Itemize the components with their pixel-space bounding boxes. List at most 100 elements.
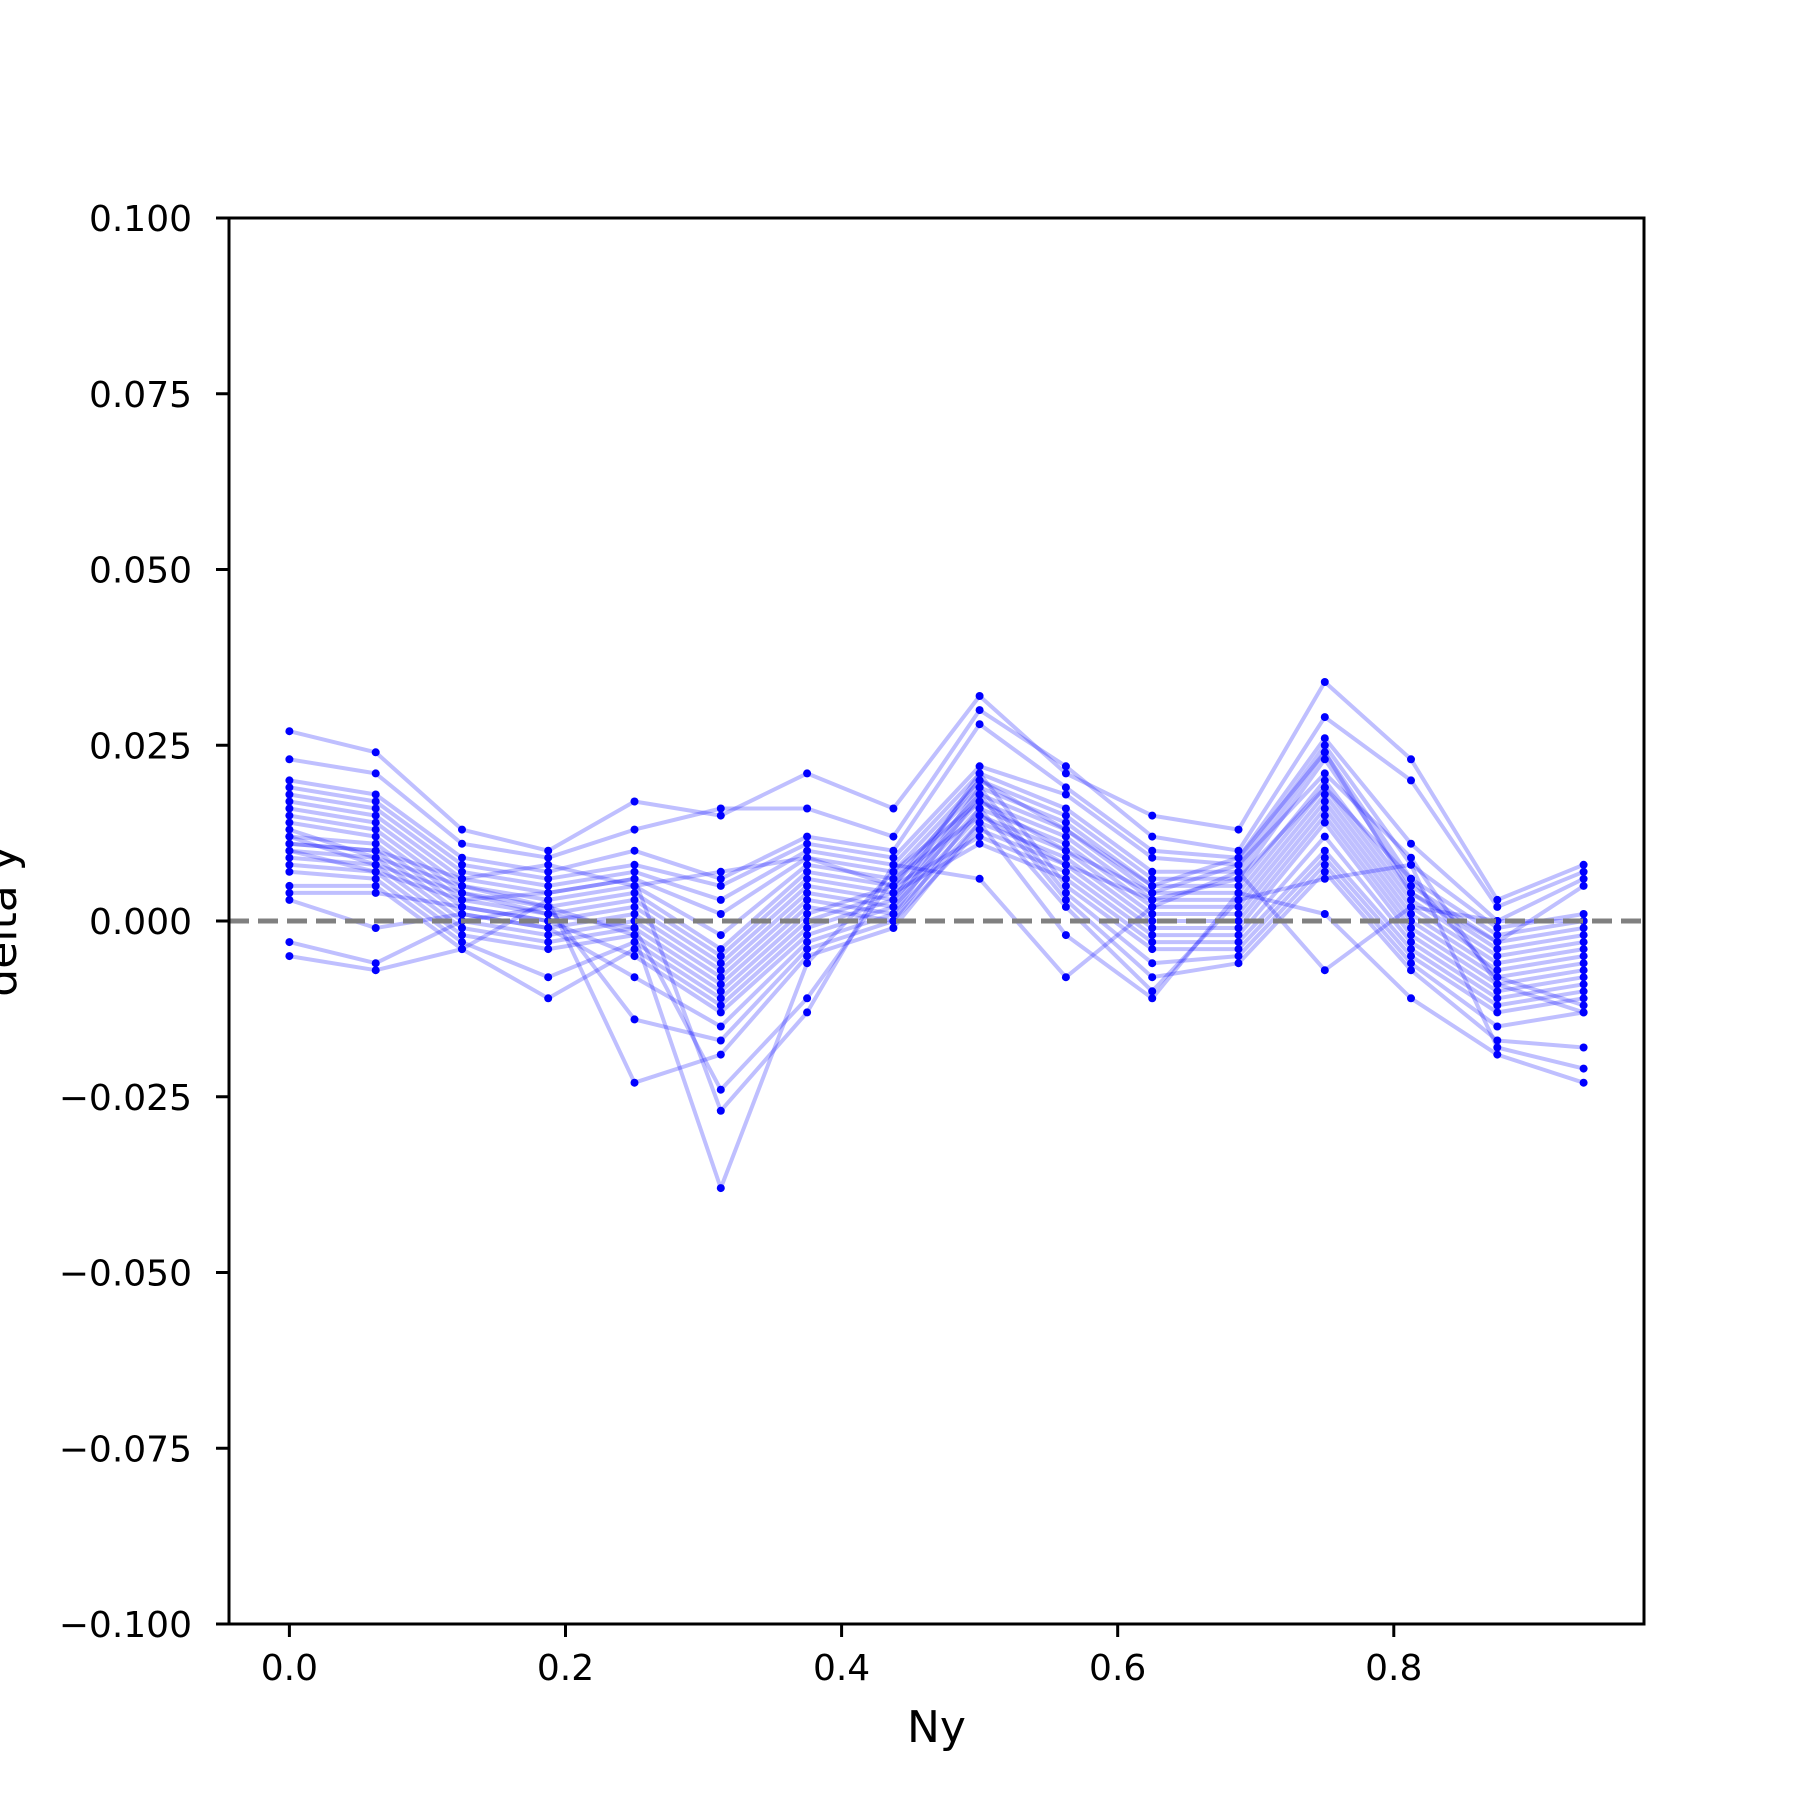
- data-point: [630, 1015, 639, 1024]
- data-point: [630, 931, 639, 940]
- data-point: [1320, 832, 1329, 841]
- y-axis: 0.100 0.075 0.050 0.025 0.000 −0.025 −0.050 −0.…: [59, 199, 229, 1646]
- data-point: [544, 994, 553, 1003]
- data-point: [1579, 867, 1588, 876]
- data-point: [1320, 811, 1329, 820]
- data-point: [371, 818, 380, 827]
- data-point: [1320, 910, 1329, 918]
- data-point: [630, 952, 639, 961]
- data-point: [1234, 874, 1243, 883]
- data-point: [1148, 959, 1157, 968]
- data-point: [1579, 945, 1588, 954]
- data-point: [1234, 938, 1243, 947]
- data-point: [1061, 818, 1070, 827]
- data-point: [716, 994, 725, 1003]
- data-point: [1579, 924, 1588, 932]
- x-tick-label: 0.0: [261, 1648, 318, 1689]
- data-point: [975, 706, 984, 715]
- data-point: [1407, 924, 1415, 932]
- data-point: [544, 924, 553, 932]
- data-point: [1493, 1008, 1502, 1017]
- data-point: [1061, 790, 1070, 799]
- data-point: [1407, 776, 1415, 785]
- data-point: [285, 832, 294, 841]
- data-point: [716, 1001, 725, 1010]
- data-point: [975, 790, 984, 799]
- x-tick-label: 0.2: [537, 1648, 594, 1689]
- data-point: [630, 902, 639, 911]
- data-point: [716, 987, 725, 996]
- data-point: [1320, 860, 1329, 869]
- data-point: [630, 846, 639, 855]
- data-point: [1579, 973, 1588, 982]
- data-point: [1320, 755, 1329, 764]
- data-point: [889, 924, 898, 932]
- data-point: [975, 776, 984, 785]
- data-point: [1061, 853, 1070, 862]
- data-point: [371, 881, 380, 890]
- data-point: [630, 860, 639, 869]
- data-point: [1061, 825, 1070, 834]
- data-point: [1234, 902, 1243, 911]
- data-point: [285, 804, 294, 813]
- data-point: [1061, 860, 1070, 869]
- data-point: [1320, 741, 1329, 750]
- data-point: [1493, 945, 1502, 954]
- data-point: [458, 888, 466, 897]
- data-point: [716, 881, 725, 890]
- data-point: [1061, 867, 1070, 876]
- data-point: [371, 860, 380, 869]
- data-point: [1061, 783, 1070, 792]
- data-point: [1061, 902, 1070, 911]
- series-line-19: [288, 806, 1585, 1071]
- y-tick-label: 0.050: [89, 551, 192, 592]
- data-point: [803, 994, 812, 1003]
- data-point: [544, 945, 553, 954]
- data-point: [1493, 994, 1502, 1003]
- data-point: [716, 931, 725, 940]
- data-point: [1579, 1078, 1588, 1087]
- data-point: [716, 867, 725, 876]
- data-point: [544, 973, 553, 982]
- data-point: [1148, 931, 1157, 940]
- data-point: [975, 811, 984, 820]
- data-point: [975, 762, 984, 771]
- data-point: [1061, 811, 1070, 820]
- data-point: [458, 938, 466, 947]
- data-point: [1407, 994, 1415, 1003]
- data-point: [1148, 895, 1157, 904]
- data-point: [716, 811, 725, 820]
- y-tick-label: 0.100: [89, 199, 192, 240]
- data-point: [1493, 902, 1502, 911]
- series-line-1: [288, 680, 1585, 902]
- data-point: [544, 902, 553, 911]
- series-line-15: [289, 841, 1584, 1008]
- data-point: [371, 797, 380, 806]
- data-point: [716, 1184, 725, 1193]
- data-point: [1061, 931, 1070, 940]
- y-axis-label: delta y: [0, 845, 27, 996]
- data-point: [975, 783, 984, 792]
- data-point: [1061, 839, 1070, 848]
- data-point: [544, 895, 553, 904]
- data-point: [544, 938, 553, 947]
- data-point: [1493, 1043, 1502, 1052]
- series-line-13: [289, 820, 1584, 994]
- data-point: [803, 895, 812, 904]
- data-point: [716, 895, 725, 904]
- data-point: [458, 902, 466, 911]
- data-point: [285, 853, 294, 862]
- data-point: [630, 924, 639, 932]
- data-point: [889, 895, 898, 904]
- data-point: [285, 952, 294, 961]
- data-point: [1320, 734, 1329, 743]
- data-point: [716, 910, 725, 918]
- data-point: [889, 867, 898, 876]
- data-point: [630, 973, 639, 982]
- data-point: [1234, 881, 1243, 890]
- data-point: [803, 804, 812, 813]
- data-point: [371, 811, 380, 820]
- series-layer: [288, 680, 1585, 1191]
- data-point: [716, 966, 725, 975]
- data-point: [1061, 832, 1070, 841]
